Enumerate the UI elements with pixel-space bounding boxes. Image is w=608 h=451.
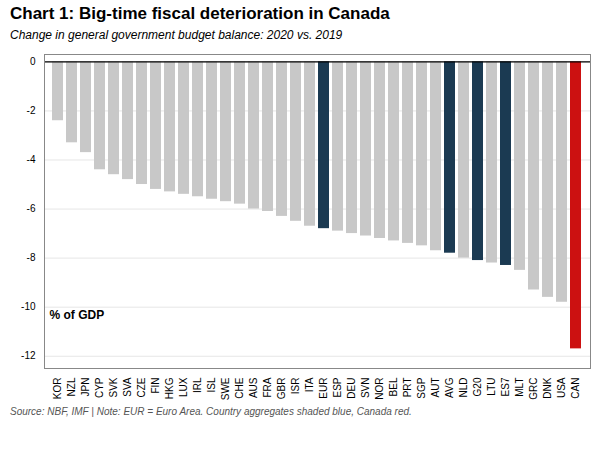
svg-text:DEU: DEU [346,378,357,399]
svg-text:IRL: IRL [192,377,203,393]
svg-text:MLT: MLT [514,378,525,397]
svg-text:ISL: ISL [206,377,217,392]
svg-text:-8: -8 [27,252,36,263]
svg-text:JPN: JPN [80,378,91,397]
svg-text:ES7: ES7 [500,377,511,396]
svg-text:-4: -4 [27,154,36,165]
svg-text:AUS: AUS [248,377,259,398]
svg-text:-2: -2 [27,105,36,116]
svg-text:ESP: ESP [332,377,343,397]
svg-text:SVN: SVN [360,378,371,399]
svg-text:ITA: ITA [304,377,315,392]
svg-text:HKG: HKG [164,377,175,399]
svg-text:PRT: PRT [402,378,413,398]
svg-text:SWE: SWE [220,377,231,400]
svg-text:LTU: LTU [486,378,497,396]
svg-text:FRA: FRA [262,377,273,397]
svg-text:BEL: BEL [388,377,399,396]
svg-text:SVK: SVK [108,377,119,397]
svg-text:SGP: SGP [416,377,427,398]
svg-text:-6: -6 [27,203,36,214]
svg-text:ISR: ISR [290,378,301,395]
svg-text:KOR: KOR [52,378,63,400]
svg-text:-12: -12 [21,350,36,361]
html-text:Chart 1: Big-time fiscal deter: Chart 1: Big-time fiscal deterioration i… [10,4,390,23]
svg-text:AUT: AUT [430,378,441,398]
svg-text:SVA: SVA [122,377,133,397]
svg-text:GBR: GBR [276,378,287,400]
svg-text:G20: G20 [472,377,483,396]
svg-text:CZE: CZE [136,377,147,397]
svg-text:USA: USA [556,377,567,398]
html-text:Change in general government b: Change in general government budget bala… [10,28,343,42]
svg-text:CYP: CYP [94,377,105,398]
html-text:Source: NBF, IMF | Note: EUR =: Source: NBF, IMF | Note: EUR = Euro Area… [10,406,412,417]
svg-text:DNK: DNK [542,377,553,398]
svg-text:FIN: FIN [150,378,161,394]
svg-text:NOR: NOR [374,378,385,400]
svg-text:LUX: LUX [178,377,189,397]
svg-text:0: 0 [30,56,36,67]
svg-text:GRC: GRC [528,378,539,400]
svg-text:EUR: EUR [318,378,329,399]
svg-text:CAN: CAN [570,378,581,399]
svg-text:NLD: NLD [458,378,469,398]
svg-text:AVG: AVG [444,377,455,398]
svg-text:-10: -10 [21,301,36,312]
svg-text:CHE: CHE [234,377,245,398]
svg-text:NZL: NZL [66,377,77,396]
svg-text:% of GDP: % of GDP [50,308,105,322]
